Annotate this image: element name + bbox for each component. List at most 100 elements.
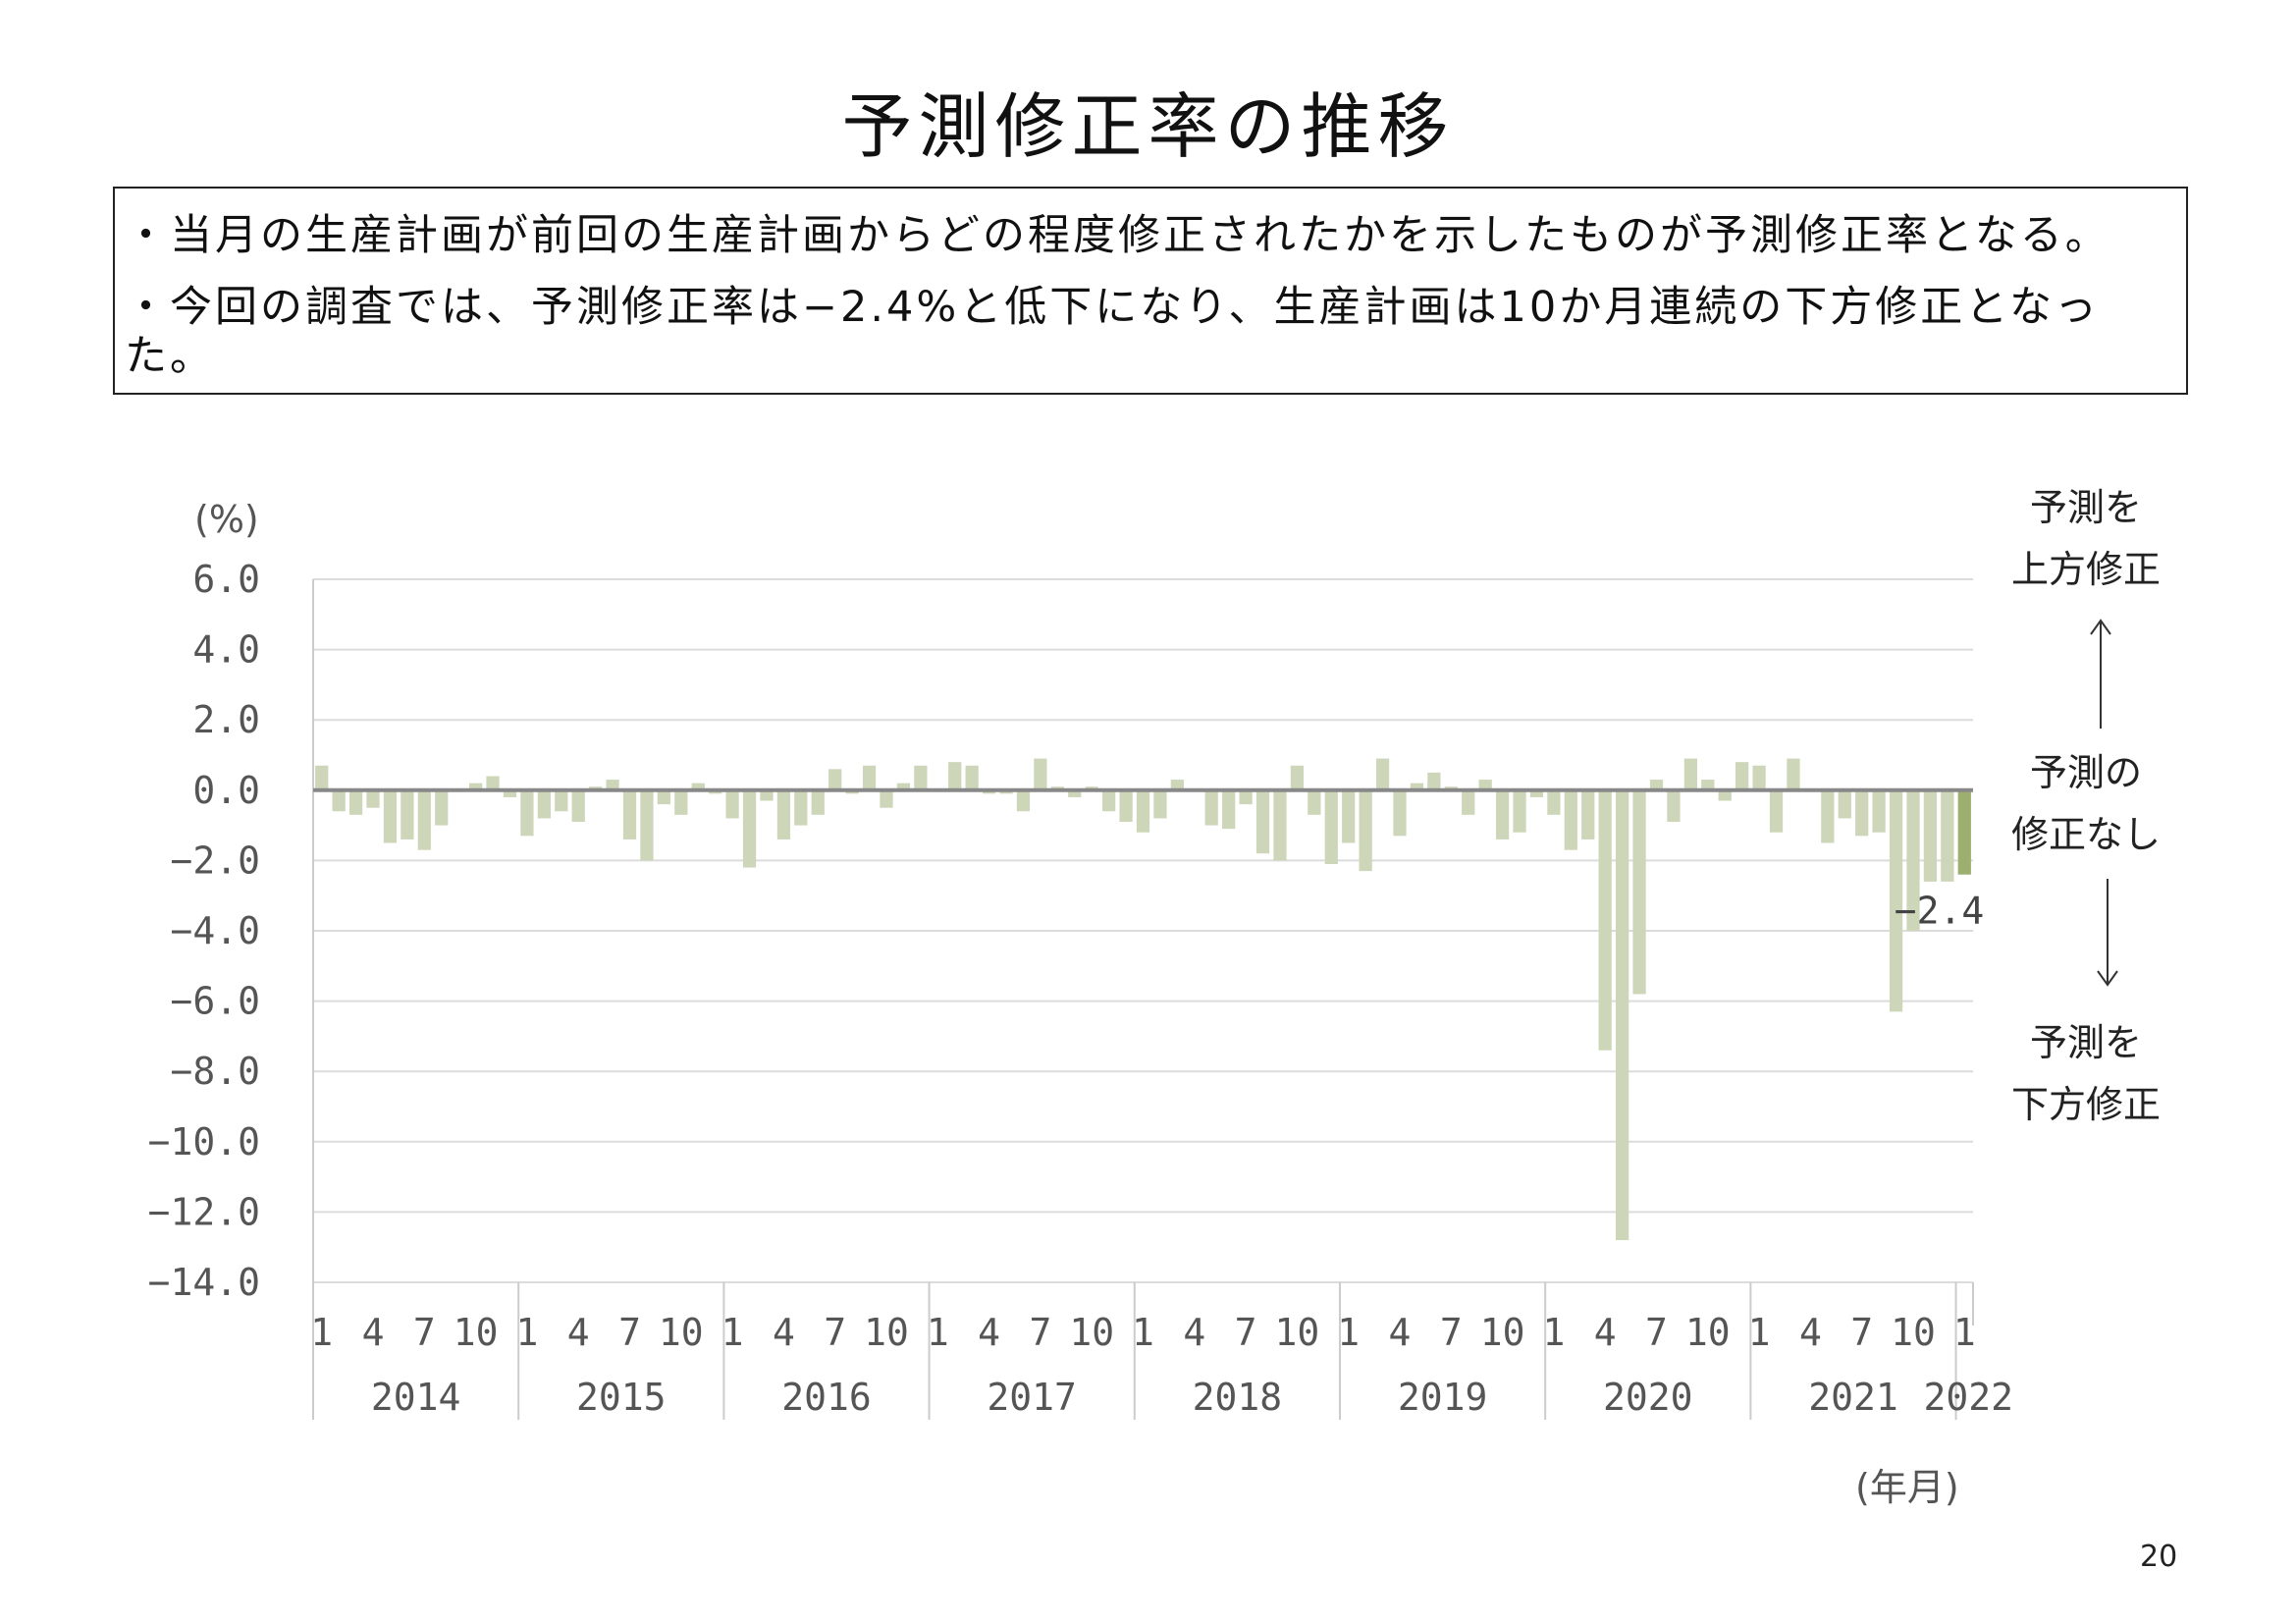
bar — [468, 783, 483, 790]
bar — [1255, 789, 1270, 854]
bar — [1359, 789, 1372, 872]
bar — [862, 765, 877, 790]
y-tick-label: 0.0 — [192, 769, 260, 812]
bar — [1529, 789, 1544, 797]
bar — [1170, 780, 1184, 790]
bar — [622, 789, 637, 839]
y-tick-label: 2.0 — [192, 698, 260, 741]
arrow-down-icon — [2097, 879, 2118, 987]
x-tick-label: 4 — [773, 1311, 795, 1354]
bar — [1410, 783, 1424, 790]
y-tick-label: −8.0 — [170, 1050, 260, 1093]
bar — [1581, 789, 1595, 839]
x-tick-label: 10 — [1685, 1311, 1731, 1354]
bar — [674, 789, 688, 815]
bar — [1683, 758, 1697, 790]
year-label: 2020 — [1603, 1376, 1693, 1419]
bar — [400, 789, 414, 839]
bar — [1787, 758, 1800, 790]
bar — [1119, 789, 1133, 823]
bar — [760, 789, 774, 801]
bar — [896, 783, 911, 790]
year-label: 2022 — [1924, 1376, 2014, 1419]
bar — [657, 789, 671, 805]
bar — [725, 789, 739, 819]
x-tick-label: 1 — [1748, 1311, 1771, 1354]
x-tick-label: 4 — [567, 1311, 590, 1354]
bar — [1855, 789, 1869, 837]
bar — [1393, 789, 1407, 837]
x-tick-label: 4 — [1183, 1311, 1205, 1354]
x-tick-label: 7 — [1235, 1311, 1257, 1354]
x-tick-label: 7 — [824, 1311, 846, 1354]
bar — [332, 789, 346, 812]
bar — [1478, 780, 1492, 790]
grid-lines — [313, 578, 1973, 1283]
year-label: 2019 — [1398, 1376, 1488, 1419]
bar — [1273, 789, 1287, 861]
bar — [691, 783, 705, 790]
x-unit-label: (年月) — [1855, 1466, 1959, 1509]
x-tick-label: 10 — [1480, 1311, 1525, 1354]
y-unit-label: (%) — [194, 498, 259, 541]
bar — [1222, 789, 1236, 830]
bar — [1718, 789, 1732, 801]
bar — [1513, 789, 1526, 833]
x-tick-label: 1 — [310, 1311, 333, 1354]
x-tick-label: 4 — [1389, 1311, 1412, 1354]
year-label: 2015 — [576, 1376, 667, 1419]
year-label: 2021 — [1808, 1376, 1898, 1419]
x-tick-label: 4 — [362, 1311, 385, 1354]
bar — [811, 789, 825, 815]
axes — [312, 579, 1974, 1420]
y-tick-label: −4.0 — [170, 909, 260, 952]
bar — [1906, 789, 1920, 931]
side-annotations: 予測を 上方修正 予測の 修正なし 予測を 下方修正 — [2011, 486, 2161, 1126]
bar — [1308, 789, 1321, 815]
bar — [1462, 789, 1475, 815]
x-tick-label: 10 — [864, 1311, 909, 1354]
x-tick-label: 4 — [1799, 1311, 1822, 1354]
bar — [1821, 789, 1835, 843]
bar — [1838, 789, 1851, 819]
bar — [486, 776, 500, 790]
bar — [1102, 789, 1116, 812]
x-tick-label: 10 — [1069, 1311, 1114, 1354]
x-tick-label: 10 — [1891, 1311, 1936, 1354]
x-tick-label: 1 — [515, 1311, 538, 1354]
bar — [348, 789, 363, 815]
y-tick-label: −12.0 — [148, 1190, 260, 1233]
bar — [555, 789, 568, 812]
bar — [742, 789, 757, 868]
bar — [640, 789, 654, 861]
bar — [1290, 765, 1305, 790]
x-tick-label: 7 — [413, 1311, 436, 1354]
y-tick-label: 6.0 — [192, 558, 260, 601]
x-tick-label: 10 — [659, 1311, 704, 1354]
y-tick-label: −14.0 — [148, 1261, 260, 1304]
year-label: 2017 — [987, 1376, 1077, 1419]
bar — [1615, 789, 1629, 1241]
x-tick-label: 7 — [618, 1311, 641, 1354]
bar — [914, 765, 928, 790]
x-tick-label: 7 — [1850, 1311, 1873, 1354]
x-tick-label: 10 — [454, 1311, 499, 1354]
annotation-up-line1: 予測を — [2030, 486, 2142, 529]
bar — [1598, 789, 1612, 1051]
bar — [1342, 789, 1356, 843]
notes-box: ・当月の生産計画が前回の生産計画からどの程度修正されたかを示したものが予測修正率… — [113, 187, 2188, 395]
bar — [435, 789, 449, 826]
y-tick-label: −6.0 — [170, 980, 260, 1023]
bar — [1068, 789, 1082, 797]
x-tick-label: 7 — [1029, 1311, 1051, 1354]
bar — [828, 769, 842, 790]
bar — [776, 789, 791, 839]
y-tick-label: −10.0 — [148, 1120, 260, 1164]
bar — [1889, 789, 1903, 1012]
x-tick-label: 1 — [1337, 1311, 1360, 1354]
x-tick-label: 4 — [1594, 1311, 1617, 1354]
bar — [880, 789, 893, 808]
page-number: 20 — [2140, 1540, 2178, 1574]
x-tick-label: 7 — [1440, 1311, 1463, 1354]
